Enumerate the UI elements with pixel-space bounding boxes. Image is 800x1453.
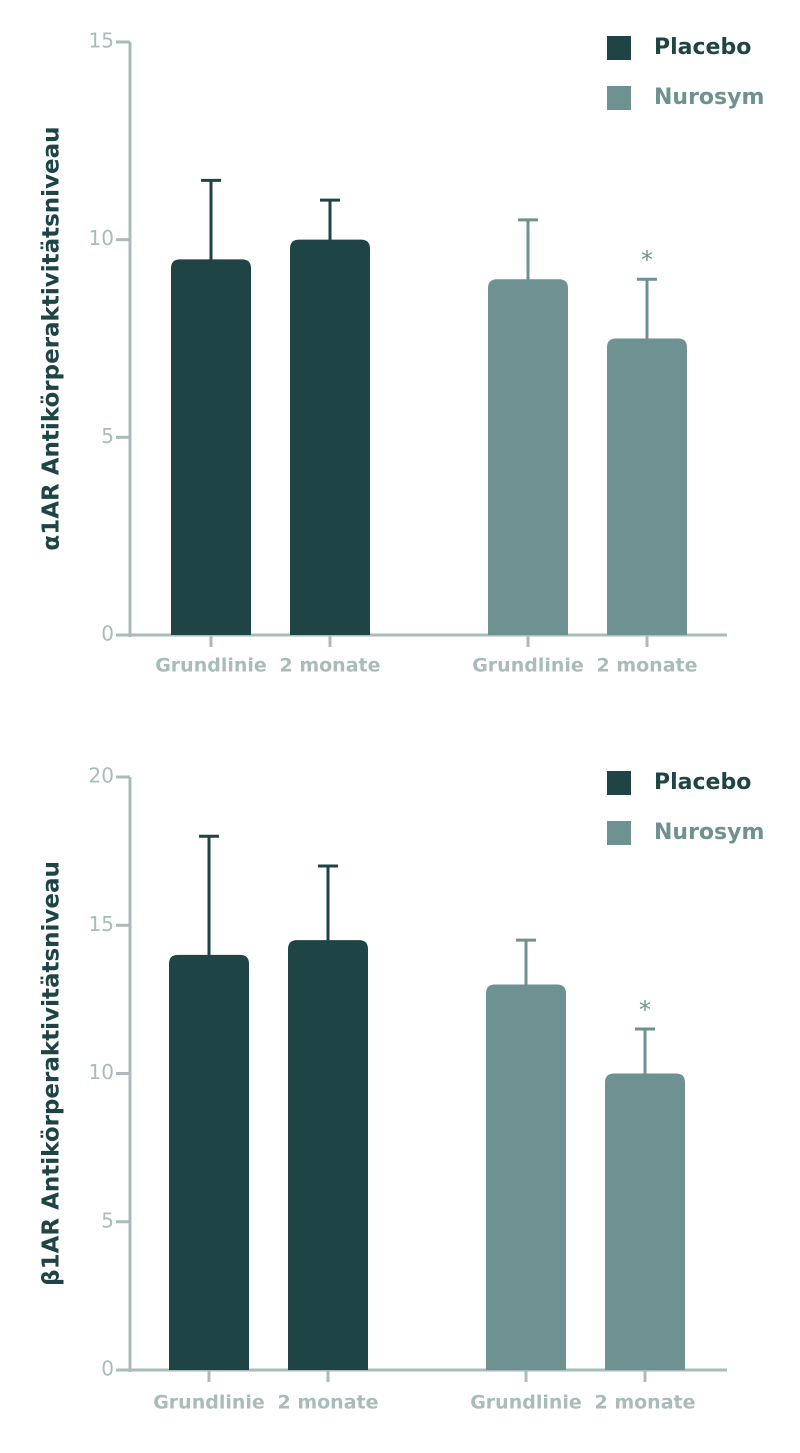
alpha1ar-y-tick-label: 0 xyxy=(101,622,114,646)
alpha1ar-legend-label-placebo: Placebo xyxy=(654,35,751,60)
alpha1ar-bar-nurosym-2-monate xyxy=(607,338,687,635)
alpha1ar-legend-label-nurosym: Nurosym xyxy=(654,85,764,110)
beta1ar-y-tick-label: 5 xyxy=(101,1208,114,1232)
beta1ar-x-tick-label: 2 monate xyxy=(277,1392,378,1414)
alpha1ar-y-axis-title: α1AR Antikörperaktivitätsniveau xyxy=(39,126,65,550)
beta1ar-legend-swatch-nurosym xyxy=(607,821,631,845)
alpha1ar-x-tick-label: 2 monate xyxy=(596,655,697,677)
beta1ar-y-tick-label: 15 xyxy=(89,912,114,936)
beta1ar-x-tick-label: Grundlinie xyxy=(470,1392,582,1414)
alpha1ar-bar-nurosym-grundlinie xyxy=(488,279,568,635)
beta1ar-bar-nurosym-2-monate xyxy=(605,1073,685,1370)
beta1ar-x-tick-label: 2 monate xyxy=(594,1392,695,1414)
beta1ar-bar-chart: β1AR Antikörperaktivitätsniveau 0 5 10 15 20 G… xyxy=(0,735,800,1449)
beta1ar-bar-placebo-grundlinie xyxy=(169,954,249,1370)
beta1ar-bar-nurosym-grundlinie xyxy=(486,984,566,1370)
alpha1ar-bar-placebo-2-monate xyxy=(290,239,370,635)
beta1ar-y-axis-title: β1AR Antikörperaktivitätsniveau xyxy=(39,861,65,1286)
beta1ar-chart-canvas: β1AR Antikörperaktivitätsniveau 0 5 10 15 20 G… xyxy=(39,764,765,1414)
alpha1ar-y-tick-label: 5 xyxy=(101,424,114,448)
beta1ar-legend-label-placebo: Placebo xyxy=(654,770,751,795)
beta1ar-y-tick-label: 20 xyxy=(89,764,114,788)
beta1ar-legend-swatch-placebo xyxy=(607,771,631,795)
beta1ar-legend-label-nurosym: Nurosym xyxy=(654,820,764,845)
beta1ar-y-tick-label: 0 xyxy=(101,1357,114,1381)
beta1ar-bar-placebo-2-monate xyxy=(288,940,368,1370)
alpha1ar-x-tick-label: Grundlinie xyxy=(155,655,267,677)
beta1ar-significance-asterisk: * xyxy=(639,996,651,1024)
beta1ar-y-tick-label: 10 xyxy=(89,1060,114,1084)
alpha1ar-legend-swatch-nurosym xyxy=(607,86,631,110)
alpha1ar-chart-canvas: α1AR Antikörperaktivitätsniveau 0 5 10 15 Gru… xyxy=(39,29,765,677)
alpha1ar-x-tick-label: Grundlinie xyxy=(472,655,584,677)
alpha1ar-y-tick-label: 10 xyxy=(89,226,114,250)
beta1ar-x-tick-label: Grundlinie xyxy=(153,1392,265,1414)
alpha1ar-bar-chart: α1AR Antikörperaktivitätsniveau 0 5 10 15 Gru… xyxy=(0,0,800,720)
alpha1ar-y-tick-label: 15 xyxy=(89,29,114,53)
alpha1ar-bar-placebo-grundlinie xyxy=(171,259,251,635)
alpha1ar-legend-swatch-placebo xyxy=(607,36,631,60)
alpha1ar-significance-asterisk: * xyxy=(641,246,653,274)
alpha1ar-x-tick-label: 2 monate xyxy=(279,655,380,677)
